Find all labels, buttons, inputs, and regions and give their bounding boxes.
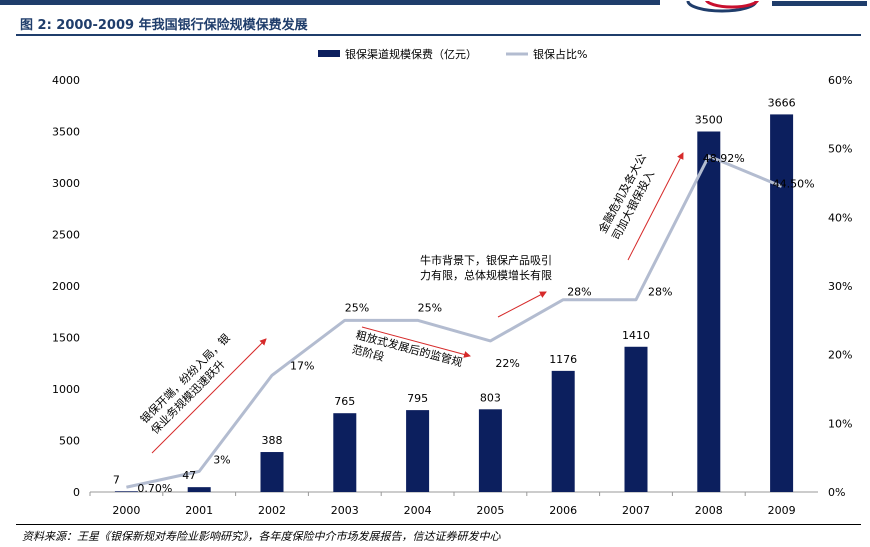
brand-logo	[680, 0, 870, 14]
y-left-tick-label: 1000	[52, 383, 80, 396]
line-value-label: 3%	[213, 453, 230, 466]
line-value-label: 0.70%	[137, 482, 172, 495]
annotation-bull-market: 力有限，总体规模增长有限	[420, 268, 552, 282]
bar-value-label: 803	[480, 391, 501, 404]
annotation-line: 银保开端，纷纷入局，银	[137, 331, 232, 426]
bar-2009	[770, 114, 794, 492]
bar-2004	[406, 410, 430, 492]
title-divider	[16, 34, 861, 36]
legend-label-line: 银保占比%	[533, 47, 587, 61]
legend-label-bar: 银保渠道规模保费（亿元）	[345, 47, 477, 61]
y-right-tick-label: 0%	[828, 486, 845, 499]
y-left-tick-label: 3500	[52, 126, 80, 139]
bar-value-label: 388	[262, 434, 283, 447]
y-left-tick-label: 1500	[52, 332, 80, 345]
x-tick-label: 2006	[549, 504, 577, 517]
bar-2000	[114, 491, 138, 492]
bar-2008	[697, 131, 721, 492]
bar-value-label: 3666	[768, 96, 796, 109]
line-value-label: 28%	[567, 286, 591, 299]
data-labels: 7 47 388 765 795 803 1176 1410 3500 3666 0.70% 3% 17…	[113, 96, 815, 495]
y-left-tick-label: 3000	[52, 177, 80, 190]
bar-2003	[333, 413, 357, 492]
legend: 银保渠道规模保费（亿元） 银保占比%	[318, 47, 587, 61]
bar-value-label: 7	[113, 473, 120, 486]
y-right-tick-label: 40%	[828, 211, 852, 224]
y-left-tick-label: 0	[73, 486, 80, 499]
line-value-label: 28%	[648, 286, 672, 299]
y-left-tick-label: 4000	[52, 74, 80, 87]
x-tick-label: 2000	[112, 504, 140, 517]
legend-swatch-bar	[318, 50, 340, 57]
line-series	[126, 154, 783, 489]
x-tick-label: 2007	[622, 504, 650, 517]
y-left-tick-label: 2500	[52, 229, 80, 242]
source-note: 资料来源：王星《银保新规对寿险业影响研究》，各年度保险中介市场发展报告，信达证券…	[22, 530, 501, 543]
y-right-tick-label: 30%	[828, 280, 852, 293]
trend-arrow	[151, 338, 267, 454]
line-value-label: 25%	[345, 301, 369, 314]
axes: 0 500 1000 1500 2000 2500 3000 3500 4000 0% 10% 20%…	[52, 74, 852, 517]
line-value-label: 25%	[418, 301, 442, 314]
line-value-label: 48.92%	[703, 152, 745, 165]
chart: 银保渠道规模保费（亿元） 银保占比% 0 500 1000 1500 2000 2500 30…	[52, 47, 852, 517]
bar-2002	[260, 452, 284, 492]
x-tick-label: 2005	[476, 504, 504, 517]
line-value-label: 22%	[495, 357, 519, 370]
trend-arrow	[361, 326, 471, 358]
y-right-tick-label: 60%	[828, 74, 852, 87]
header-bar	[0, 0, 660, 5]
x-tick-label: 2002	[258, 504, 286, 517]
bar-2007	[624, 346, 648, 492]
trend-arrow	[497, 291, 547, 318]
figure-title: 图 2: 2000-2009 年我国银行保险规模保费发展	[20, 18, 308, 33]
x-tick-label: 2008	[695, 504, 723, 517]
y-left-tick-label: 500	[59, 435, 80, 448]
bar-value-label: 1176	[549, 353, 577, 366]
bar-value-label: 765	[334, 395, 355, 408]
bar-2001	[187, 487, 211, 492]
bar-2005	[478, 409, 502, 492]
line-value-label: 44.50%	[773, 177, 815, 190]
x-tick-label: 2003	[331, 504, 359, 517]
x-tick-label: 2004	[404, 504, 432, 517]
y-left-tick-label: 2000	[52, 280, 80, 293]
bar-value-label: 1410	[622, 329, 650, 342]
bar-value-label: 3500	[695, 114, 723, 127]
x-tick-label: 2009	[768, 504, 796, 517]
trend-arrow	[627, 152, 684, 261]
footer-divider	[16, 524, 861, 525]
y-right-tick-label: 10%	[828, 417, 852, 430]
bar-value-label: 795	[407, 392, 428, 405]
x-tick-label: 2001	[185, 504, 213, 517]
annotation-bull-market: 牛市背景下，银保产品吸引	[420, 253, 552, 267]
share-line	[126, 154, 783, 489]
line-value-label: 17%	[290, 359, 314, 372]
bar-2006	[551, 370, 575, 492]
y-right-tick-label: 20%	[828, 349, 852, 362]
bar-series	[114, 114, 794, 492]
bar-value-label: 47	[182, 469, 196, 482]
y-right-tick-label: 50%	[828, 143, 852, 156]
